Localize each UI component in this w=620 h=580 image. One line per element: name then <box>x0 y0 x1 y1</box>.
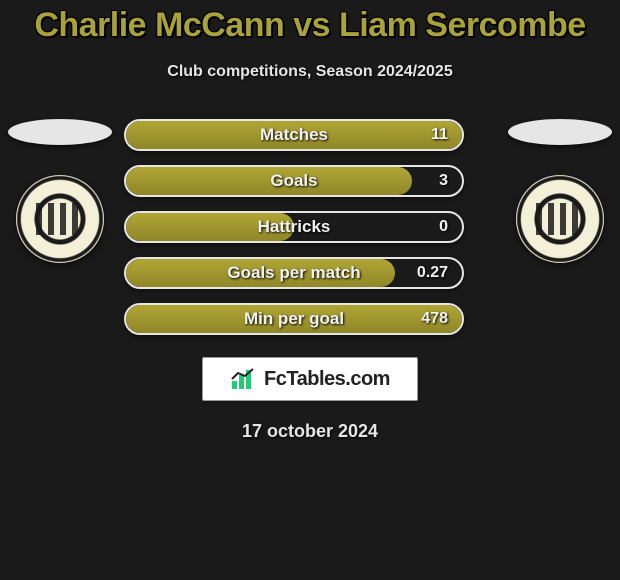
left-player-shadow <box>8 119 112 145</box>
right-side <box>500 119 620 263</box>
left-side <box>0 119 120 263</box>
stat-bar: Min per goal 478 <box>124 303 464 335</box>
main-row: Matches 11 Goals 3 Hattricks 0 Goals per… <box>0 119 620 335</box>
brand-box: FcTables.com <box>202 357 418 401</box>
stat-bar-label: Hattricks <box>126 213 462 241</box>
brand-text: FcTables.com <box>264 368 390 391</box>
stat-bar-label: Goals <box>126 167 462 195</box>
date-text: 17 october 2024 <box>242 421 378 442</box>
stat-bar-label: Matches <box>126 121 462 149</box>
stat-bar: Goals 3 <box>124 165 464 197</box>
right-club-crest <box>516 175 604 263</box>
right-player-shadow <box>508 119 612 145</box>
stat-bar-value: 0.27 <box>417 259 448 287</box>
stat-bar: Hattricks 0 <box>124 211 464 243</box>
stat-bar-value: 3 <box>439 167 448 195</box>
page-title: Charlie McCann vs Liam Sercombe <box>34 6 585 45</box>
stat-bar-value: 0 <box>439 213 448 241</box>
stat-bar: Matches 11 <box>124 119 464 151</box>
stat-bar-label: Goals per match <box>126 259 462 287</box>
stat-bar-label: Min per goal <box>126 305 462 333</box>
stat-bar-value: 11 <box>431 121 448 149</box>
stat-bar-value: 478 <box>421 305 448 333</box>
subtitle: Club competitions, Season 2024/2025 <box>167 63 452 81</box>
stat-bar: Goals per match 0.27 <box>124 257 464 289</box>
stat-bars: Matches 11 Goals 3 Hattricks 0 Goals per… <box>120 119 500 335</box>
left-club-crest <box>16 175 104 263</box>
chart-icon <box>230 367 258 391</box>
comparison-container: Charlie McCann vs Liam Sercombe Club com… <box>0 0 620 580</box>
